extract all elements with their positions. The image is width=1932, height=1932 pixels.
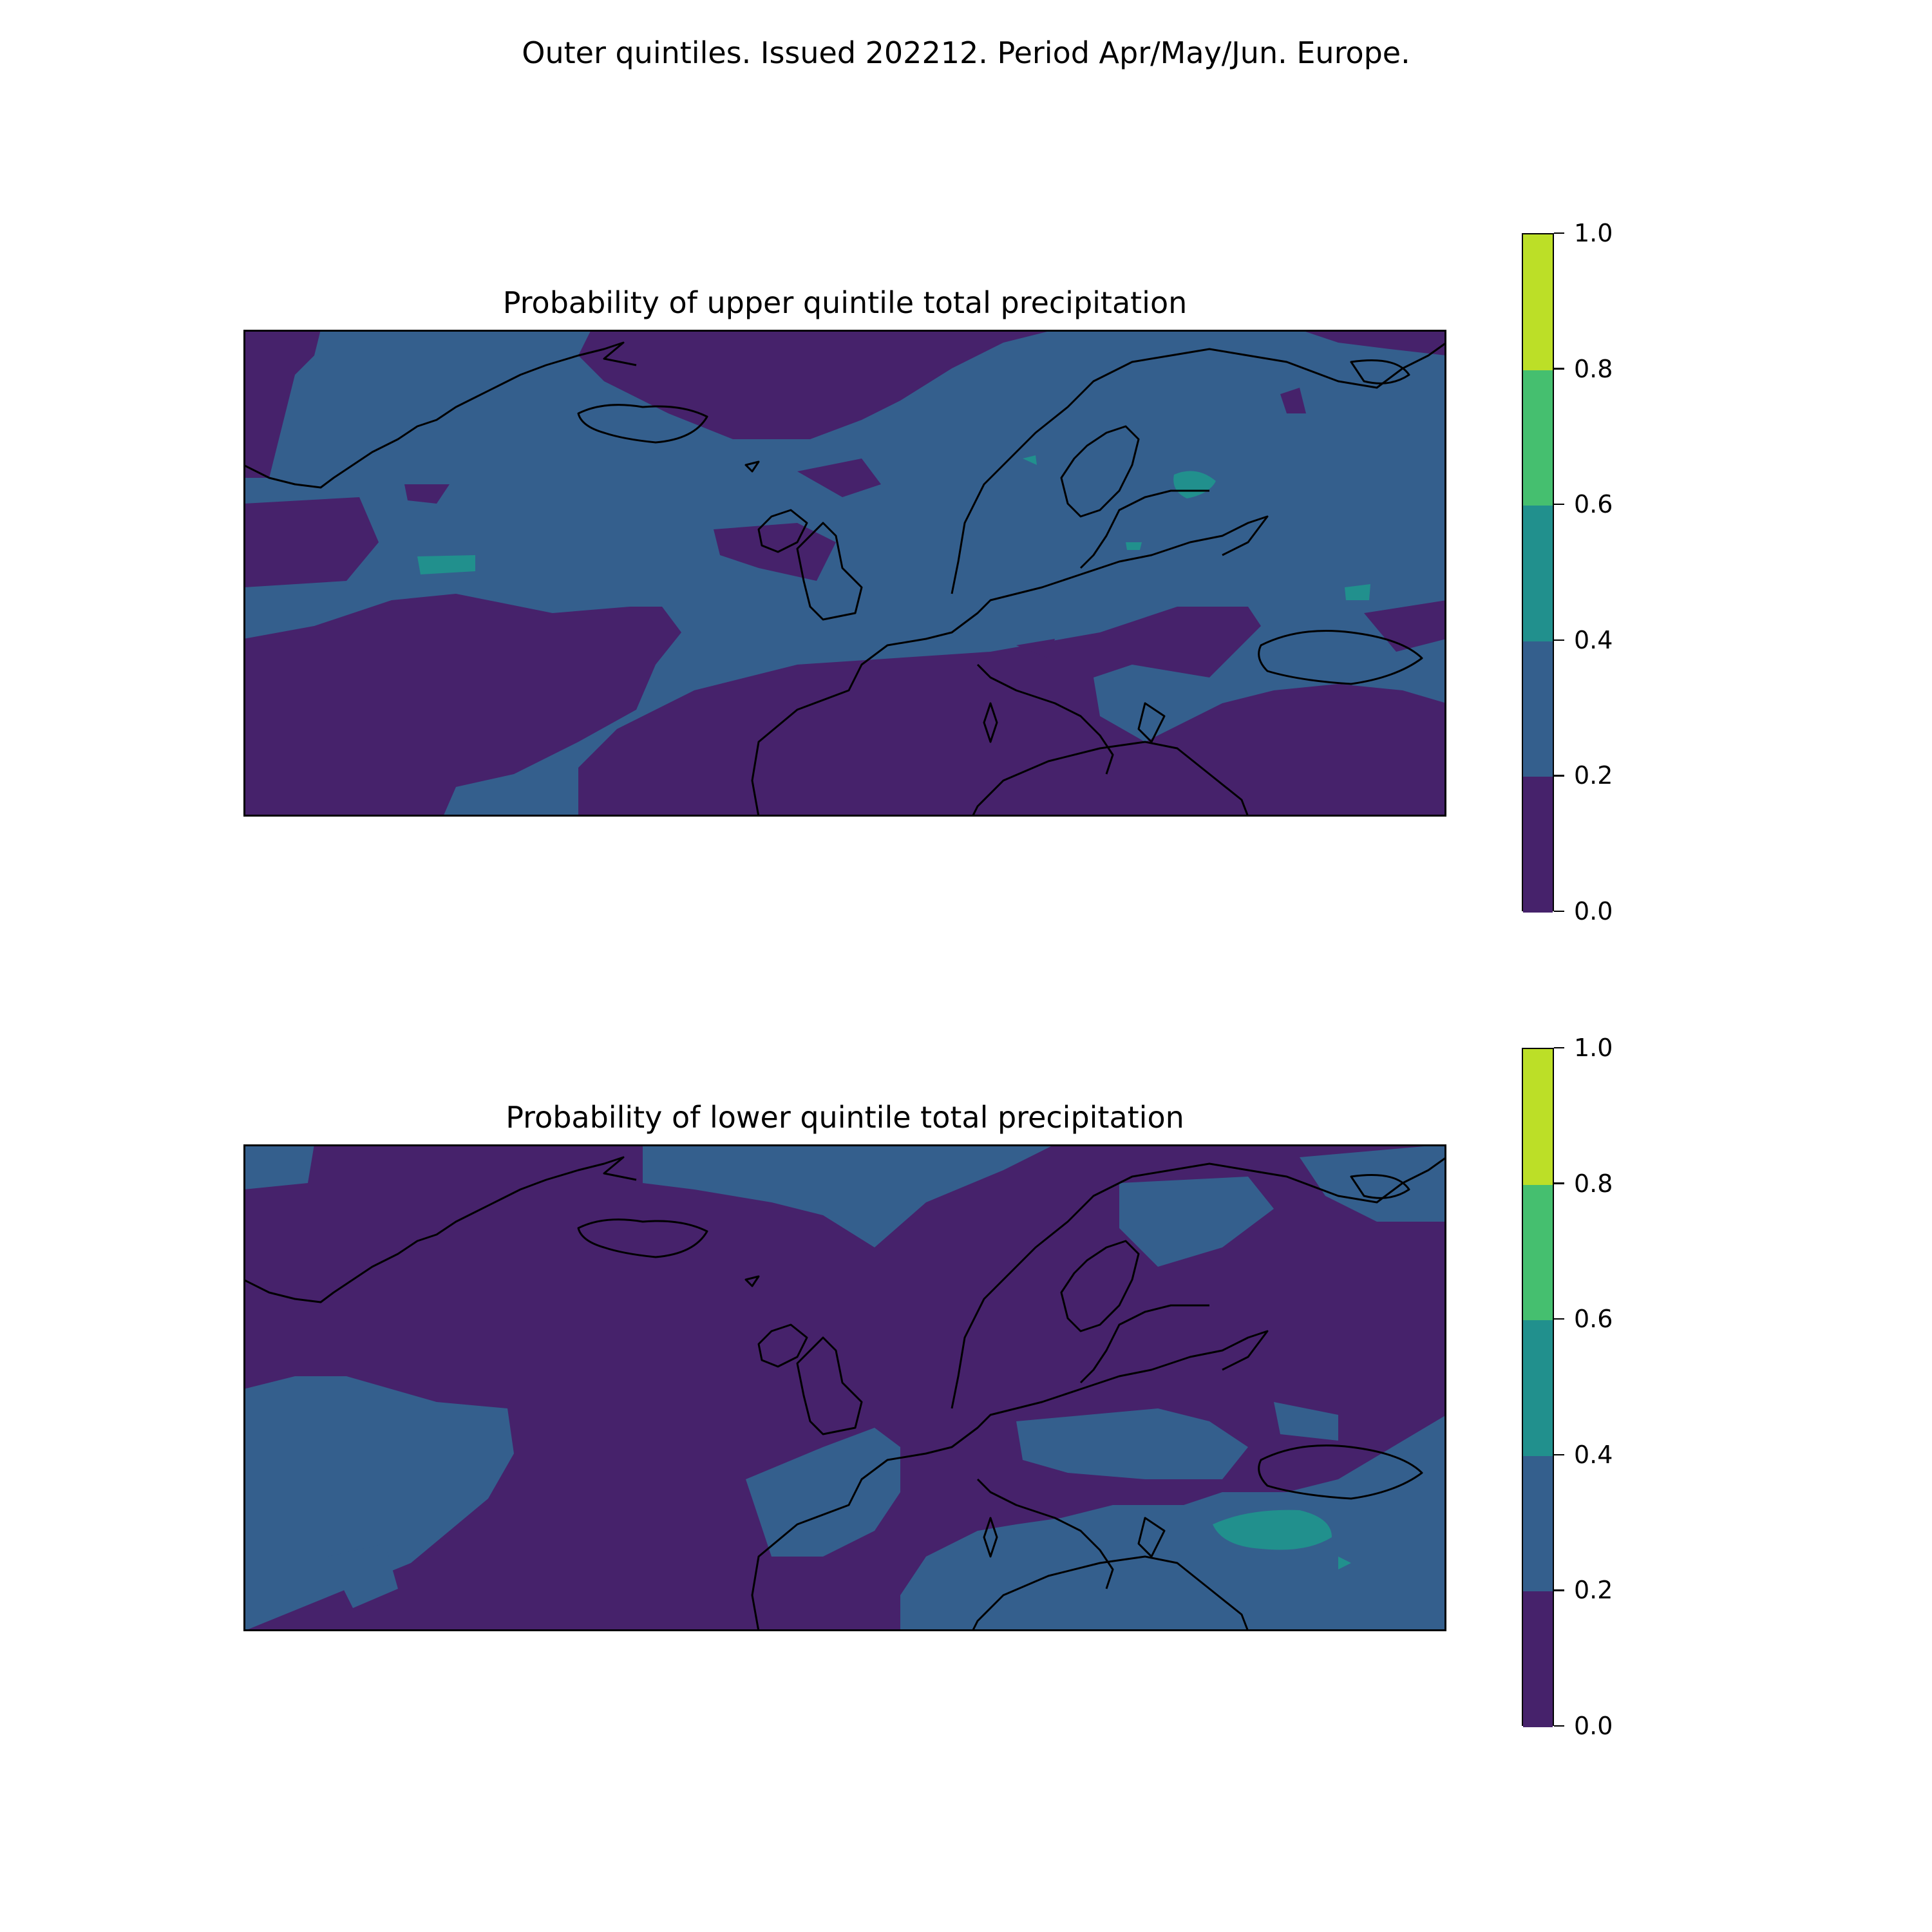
colorbar-tick-label: 0.2: [1574, 1576, 1613, 1605]
colorbar-tick-label: 0.0: [1574, 897, 1613, 925]
lower-panel-title: Probability of lower quintile total prec…: [506, 1100, 1184, 1135]
colorbar-tick-label: 0.8: [1574, 354, 1613, 383]
colorbar-band: [1523, 777, 1553, 913]
colorbar-tick-label: 0.0: [1574, 1712, 1613, 1740]
colorbar-tick: [1554, 1046, 1564, 1049]
coastline-segment: [971, 1555, 1249, 1631]
colorbar-tick: [1554, 910, 1564, 913]
coastline-segment: [1137, 702, 1166, 743]
colorbar-band: [1523, 1591, 1553, 1727]
upper-colorbar: [1522, 233, 1554, 913]
colorbar-tick-label: 0.6: [1574, 1305, 1613, 1334]
coastline: [243, 1156, 1446, 1631]
colorbar-band: [1523, 234, 1553, 370]
coastline-segment: [1258, 1444, 1423, 1500]
coastline-segment: [751, 515, 1269, 817]
colorbar-tick: [1554, 1454, 1564, 1456]
coastline-segment: [1258, 630, 1423, 685]
upper-map: [243, 330, 1446, 817]
colorbar-band: [1523, 506, 1553, 641]
coastline-segment: [751, 1330, 1269, 1631]
coastline-segment: [1079, 1304, 1209, 1384]
upper-panel-title: Probability of upper quintile total prec…: [502, 285, 1188, 320]
coastline-segment: [757, 1323, 808, 1368]
colorbar-tick-label: 0.4: [1574, 1440, 1613, 1469]
coastline-segment: [744, 460, 760, 473]
coastline: [243, 341, 1446, 817]
colorbar-band: [1523, 1049, 1553, 1185]
coastline-segment: [976, 663, 1114, 775]
colorbar-tick: [1554, 368, 1564, 370]
map-frame: [243, 330, 1446, 817]
field-0.2-0.4: [243, 1144, 1446, 1631]
colorbar-band: [1523, 1455, 1553, 1592]
coastline-segment: [577, 1218, 708, 1258]
coastline-segment: [951, 1156, 1446, 1409]
colorbar-tick-label: 0.8: [1574, 1169, 1613, 1198]
coastline-segment: [971, 741, 1249, 817]
coastline-segment: [243, 341, 637, 489]
colorbar-tick: [1554, 1725, 1564, 1727]
colorbar-tick-label: 0.4: [1574, 625, 1613, 654]
coastline-segment: [976, 1478, 1114, 1589]
lower-colorbar: [1522, 1048, 1554, 1727]
colorbar-tick: [1554, 1182, 1564, 1184]
colorbar-tick: [1554, 503, 1564, 506]
colorbar-tick: [1554, 1589, 1564, 1591]
coastline-segment: [577, 404, 708, 444]
colorbar-tick-label: 1.0: [1574, 1034, 1613, 1062]
coastline-segment: [744, 1275, 760, 1287]
colorbar-band: [1523, 1320, 1553, 1456]
coastline-segment: [796, 1336, 863, 1435]
lower-map: [243, 1144, 1446, 1631]
colorbar-band: [1523, 1184, 1553, 1321]
colorbar-band: [1523, 370, 1553, 506]
coastline-segment: [757, 509, 808, 553]
coastline-segment: [1350, 1174, 1410, 1199]
coastline-segment: [983, 702, 998, 743]
colorbar-tick: [1554, 1318, 1564, 1320]
coastline-segment: [983, 1517, 998, 1558]
colorbar-tick: [1554, 775, 1564, 777]
coastline-segment: [1060, 1240, 1140, 1332]
coastline-segment: [1137, 1517, 1166, 1558]
figure-title: Outer quintiles. Issued 202212. Period A…: [522, 35, 1410, 70]
colorbar-tick-label: 0.2: [1574, 761, 1613, 790]
colorbar-band: [1523, 641, 1553, 777]
colorbar-tick: [1554, 232, 1564, 234]
field-0.4-0.6: [1213, 1510, 1351, 1569]
coastline-segment: [951, 341, 1446, 594]
map-frame: [243, 1144, 1446, 1631]
coastline-segment: [243, 1156, 637, 1303]
colorbar-tick: [1554, 639, 1564, 641]
colorbar-tick-label: 1.0: [1574, 219, 1613, 247]
coastline-segment: [1060, 425, 1140, 518]
coastline-segment: [796, 522, 863, 621]
coastline-segment: [1350, 359, 1410, 384]
colorbar-tick-label: 0.6: [1574, 490, 1613, 519]
coastline-segment: [1079, 489, 1209, 569]
